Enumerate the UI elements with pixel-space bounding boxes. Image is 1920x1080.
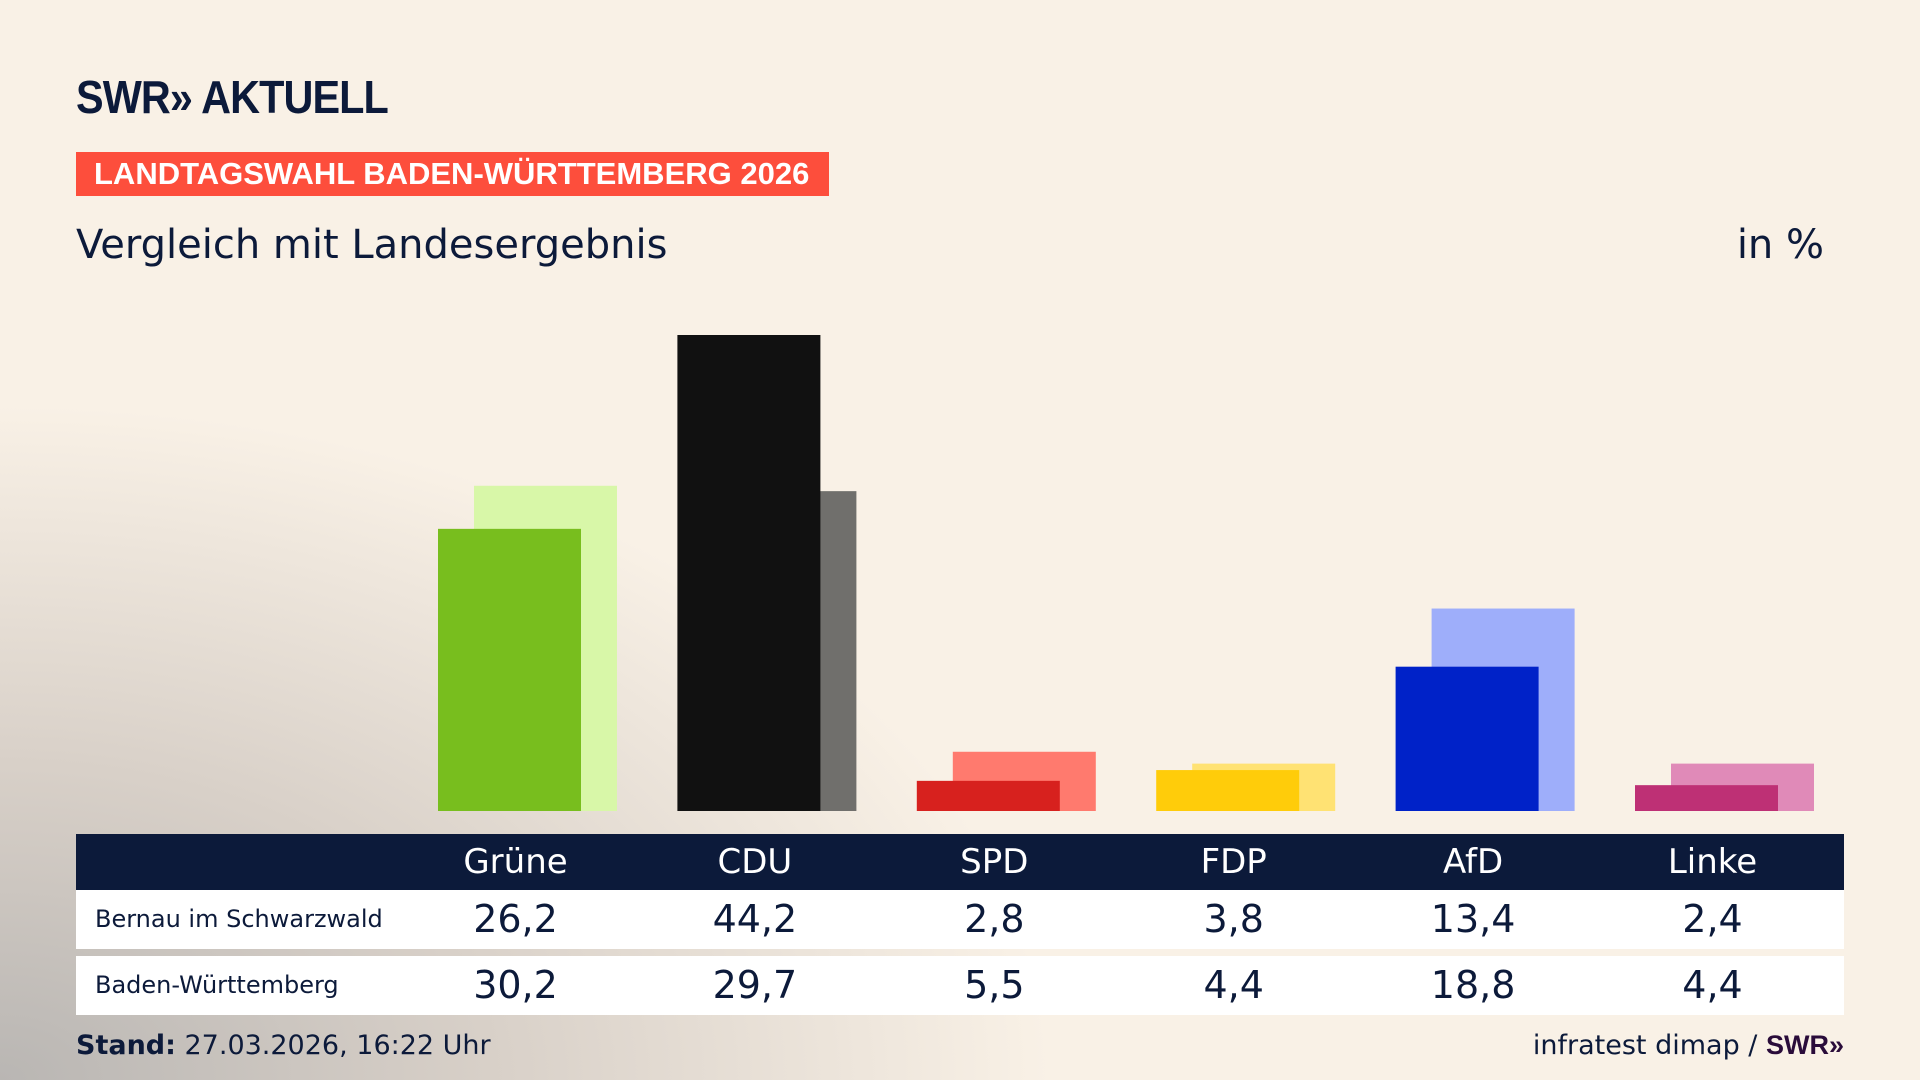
bar-gruene-local xyxy=(438,528,581,811)
table-cell: 44,2 xyxy=(712,897,798,941)
bar-chart xyxy=(438,335,1814,811)
table-cell: 5,5 xyxy=(964,963,1025,1007)
swr-logo: SWR» xyxy=(1765,1030,1844,1060)
results-table: Grüne CDU SPD FDP AfD Linke Bernau im Schwarz… xyxy=(76,834,1844,1015)
table-cell: 13,4 xyxy=(1430,897,1516,941)
table-cell: 18,8 xyxy=(1430,963,1516,1007)
table-cell: 4,4 xyxy=(1203,963,1264,1007)
column-header: CDU xyxy=(717,842,793,882)
stand-label: Stand: xyxy=(76,1030,176,1061)
bar-spd-local xyxy=(916,780,1060,811)
timestamp: Stand: 27.03.2026, 16:22 Uhr xyxy=(76,1030,491,1061)
table-cell: 30,2 xyxy=(473,963,558,1007)
column-header: Linke xyxy=(1667,842,1758,882)
column-header: AfD xyxy=(1442,842,1504,882)
column-header: SPD xyxy=(960,842,1029,882)
table-cell: 29,7 xyxy=(712,963,798,1007)
election-banner: LANDTAGSWAHL BADEN-WÜRTTEMBERG 2026 xyxy=(76,152,829,196)
column-header: FDP xyxy=(1200,842,1267,882)
source-text: infratest dimap / xyxy=(1532,1030,1766,1061)
table-cell: 4,4 xyxy=(1682,963,1743,1007)
table-header: Grüne CDU SPD FDP AfD Linke xyxy=(76,834,1844,890)
bar-fdp-local xyxy=(1156,770,1300,811)
row-label: Bernau im Schwarzwald xyxy=(95,905,383,933)
table-row: Baden-Württemberg 30,2 29,7 5,5 4,4 18,8 4,4 xyxy=(76,956,1844,1015)
bar-afd-local xyxy=(1395,666,1539,811)
table-cell: 2,4 xyxy=(1682,897,1743,941)
bar-linke-local xyxy=(1635,785,1778,811)
swr-aktuell-logo: SWR» AKTUELL xyxy=(76,71,389,123)
source-credit: infratest dimap / SWR» xyxy=(1533,1030,1844,1061)
table-cell: 2,8 xyxy=(964,897,1025,941)
bar-cdu-local xyxy=(677,335,821,811)
stand-value: 27.03.2026, 16:22 Uhr xyxy=(175,1030,491,1061)
row-label: Baden-Württemberg xyxy=(95,971,339,999)
table-cell: 3,8 xyxy=(1203,897,1264,941)
table-cell: 26,2 xyxy=(473,897,558,941)
column-header: Grüne xyxy=(463,842,568,882)
chart-subtitle: Vergleich mit Landesergebnis xyxy=(76,222,668,268)
table-row: Bernau im Schwarzwald 26,2 44,2 2,8 3,8 13,4… xyxy=(76,890,1844,949)
unit-label: in % xyxy=(1736,222,1824,268)
